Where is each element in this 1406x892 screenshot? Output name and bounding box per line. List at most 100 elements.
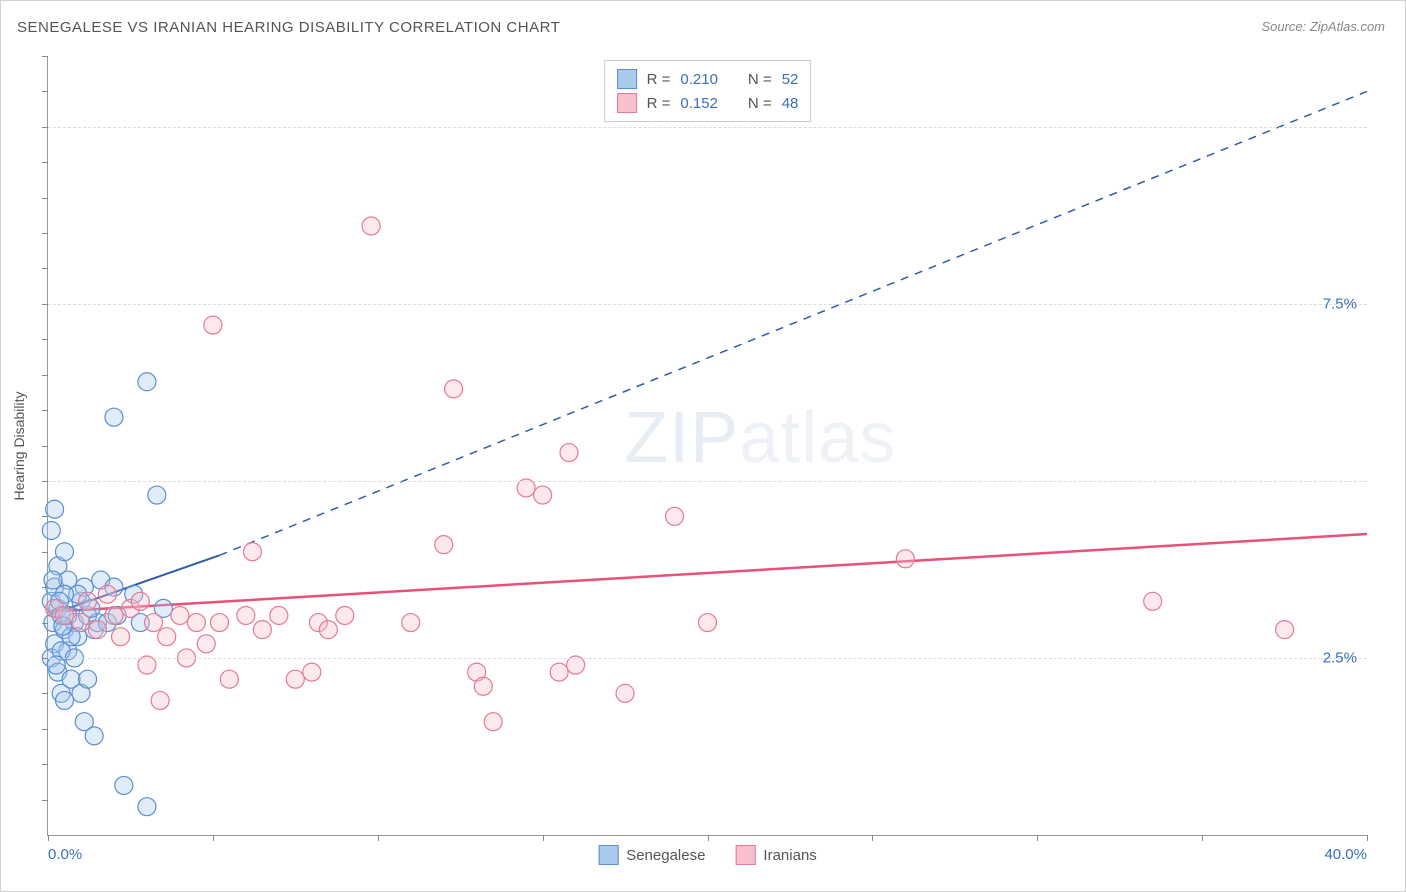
scatter-svg bbox=[48, 56, 1367, 835]
y-tick bbox=[42, 127, 48, 128]
scatter-point bbox=[303, 663, 321, 681]
scatter-point bbox=[220, 670, 238, 688]
scatter-point bbox=[435, 536, 453, 554]
scatter-point bbox=[85, 727, 103, 745]
scatter-point bbox=[445, 380, 463, 398]
scatter-point bbox=[145, 614, 163, 632]
x-tick bbox=[543, 835, 544, 841]
y-tick bbox=[42, 481, 48, 482]
scatter-point bbox=[187, 614, 205, 632]
scatter-point bbox=[319, 621, 337, 639]
y-tick bbox=[42, 446, 48, 447]
scatter-point bbox=[616, 684, 634, 702]
scatter-point bbox=[158, 628, 176, 646]
scatter-point bbox=[151, 691, 169, 709]
scatter-point bbox=[42, 521, 60, 539]
x-tick-label: 0.0% bbox=[48, 846, 82, 863]
plot-area: ZIPatlas R = 0.210 N = 52 R = 0.152 N = … bbox=[47, 56, 1367, 836]
scatter-point bbox=[534, 486, 552, 504]
y-tick bbox=[42, 268, 48, 269]
scatter-point bbox=[138, 373, 156, 391]
scatter-point bbox=[699, 614, 717, 632]
scatter-point bbox=[362, 217, 380, 235]
y-tick bbox=[42, 764, 48, 765]
x-tick bbox=[378, 835, 379, 841]
legend-swatch-senegalese-b bbox=[598, 845, 618, 865]
legend-row-senegalese: R = 0.210 N = 52 bbox=[617, 67, 799, 91]
y-tick bbox=[42, 410, 48, 411]
scatter-point bbox=[55, 691, 73, 709]
legend-swatch-iranians-b bbox=[735, 845, 755, 865]
scatter-point bbox=[210, 614, 228, 632]
y-tick bbox=[42, 587, 48, 588]
x-tick bbox=[872, 835, 873, 841]
scatter-point bbox=[474, 677, 492, 695]
y-tick bbox=[42, 375, 48, 376]
gridline bbox=[48, 304, 1367, 305]
scatter-point bbox=[484, 713, 502, 731]
scatter-point bbox=[666, 507, 684, 525]
scatter-point bbox=[55, 606, 73, 624]
scatter-point bbox=[79, 592, 97, 610]
legend-swatch-iranians bbox=[617, 93, 637, 113]
scatter-point bbox=[46, 500, 64, 518]
r-label: R = bbox=[647, 71, 671, 88]
scatter-point bbox=[105, 606, 123, 624]
legend-label-senegalese: Senegalese bbox=[626, 847, 705, 864]
y-tick bbox=[42, 729, 48, 730]
x-tick bbox=[48, 835, 49, 841]
scatter-point bbox=[286, 670, 304, 688]
scatter-point bbox=[197, 635, 215, 653]
legend-label-iranians: Iranians bbox=[763, 847, 816, 864]
scatter-point bbox=[243, 543, 261, 561]
y-tick bbox=[42, 56, 48, 57]
scatter-point bbox=[402, 614, 420, 632]
y-tick bbox=[42, 304, 48, 305]
y-tick bbox=[42, 339, 48, 340]
y-tick-label: 7.5% bbox=[1323, 295, 1357, 312]
scatter-point bbox=[560, 444, 578, 462]
n-label: N = bbox=[748, 95, 772, 112]
x-tick-label: 40.0% bbox=[1324, 846, 1367, 863]
scatter-point bbox=[270, 606, 288, 624]
n-label: N = bbox=[748, 71, 772, 88]
legend-item-senegalese: Senegalese bbox=[598, 845, 705, 865]
x-tick bbox=[1367, 835, 1368, 841]
y-tick bbox=[42, 693, 48, 694]
scatter-point bbox=[115, 776, 133, 794]
legend-swatch-senegalese bbox=[617, 69, 637, 89]
scatter-point bbox=[79, 670, 97, 688]
y-axis-label: Hearing Disability bbox=[11, 392, 27, 501]
scatter-point bbox=[55, 543, 73, 561]
scatter-point bbox=[88, 621, 106, 639]
scatter-point bbox=[896, 550, 914, 568]
y-tick bbox=[42, 162, 48, 163]
scatter-point bbox=[171, 606, 189, 624]
x-tick bbox=[213, 835, 214, 841]
scatter-point bbox=[131, 592, 149, 610]
x-tick bbox=[1202, 835, 1203, 841]
r-value-senegalese: 0.210 bbox=[680, 71, 718, 88]
legend-series: Senegalese Iranians bbox=[598, 845, 817, 865]
chart-title: SENEGALESE VS IRANIAN HEARING DISABILITY… bbox=[17, 19, 560, 36]
y-tick bbox=[42, 623, 48, 624]
y-tick bbox=[42, 516, 48, 517]
scatter-point bbox=[253, 621, 271, 639]
scatter-point bbox=[336, 606, 354, 624]
legend-correlation: R = 0.210 N = 52 R = 0.152 N = 48 bbox=[604, 60, 812, 122]
scatter-point bbox=[550, 663, 568, 681]
y-tick bbox=[42, 658, 48, 659]
n-value-senegalese: 52 bbox=[782, 71, 799, 88]
n-value-iranians: 48 bbox=[782, 95, 799, 112]
scatter-point bbox=[98, 585, 116, 603]
x-tick bbox=[1037, 835, 1038, 841]
y-tick bbox=[42, 233, 48, 234]
chart-container: SENEGALESE VS IRANIAN HEARING DISABILITY… bbox=[0, 0, 1406, 892]
gridline bbox=[48, 658, 1367, 659]
scatter-point bbox=[237, 606, 255, 624]
scatter-point bbox=[138, 798, 156, 816]
y-tick bbox=[42, 198, 48, 199]
source-label: Source: ZipAtlas.com bbox=[1261, 19, 1385, 34]
scatter-point bbox=[1144, 592, 1162, 610]
scatter-point bbox=[1276, 621, 1294, 639]
